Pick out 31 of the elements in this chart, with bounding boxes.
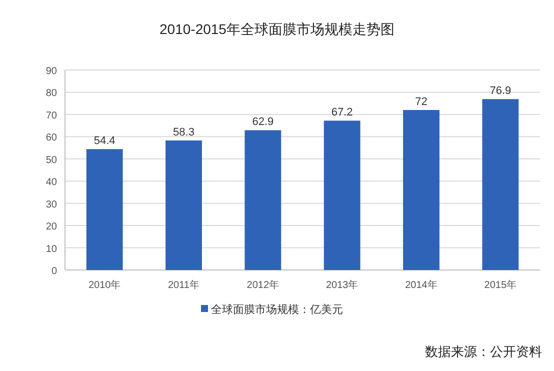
x-tick-label: 2014年	[405, 279, 438, 291]
y-tick-label: 0	[51, 266, 58, 277]
bar	[403, 110, 440, 270]
x-tick-label: 2010年	[88, 279, 121, 291]
y-tick-label: 70	[46, 110, 58, 122]
y-tick-label: 60	[46, 132, 58, 144]
y-tick-label: 20	[46, 222, 58, 233]
y-tick-label: 50	[46, 154, 58, 166]
legend-label: 全球面膜市场规模：亿美元	[211, 303, 343, 316]
bar	[482, 99, 519, 270]
bar	[324, 120, 360, 270]
bar	[244, 130, 282, 270]
y-tick-label: 90	[46, 66, 58, 77]
x-tick-label: 2013年	[326, 279, 358, 291]
x-tick-label: 2012年	[246, 279, 280, 291]
data-label: 62.9	[252, 116, 274, 128]
data-label: 72	[415, 96, 428, 108]
bar	[86, 149, 123, 270]
bar	[166, 140, 202, 270]
y-tick-label: 40	[46, 177, 58, 188]
source-note: 数据来源：公开资料	[425, 344, 542, 359]
data-label: 76.9	[490, 85, 512, 98]
x-tick-label: 2011年	[168, 279, 200, 291]
chart-title: 2010-2015年全球面膜市场规模走势图	[160, 21, 394, 37]
data-label: 67.2	[331, 106, 353, 119]
y-tick-label: 10	[46, 244, 58, 255]
x-tick-label: 2015年	[484, 279, 517, 291]
data-label: 54.4	[94, 135, 116, 148]
data-label: 58.3	[173, 126, 194, 138]
y-tick-label: 30	[46, 199, 58, 210]
y-tick-label: 80	[46, 88, 58, 100]
